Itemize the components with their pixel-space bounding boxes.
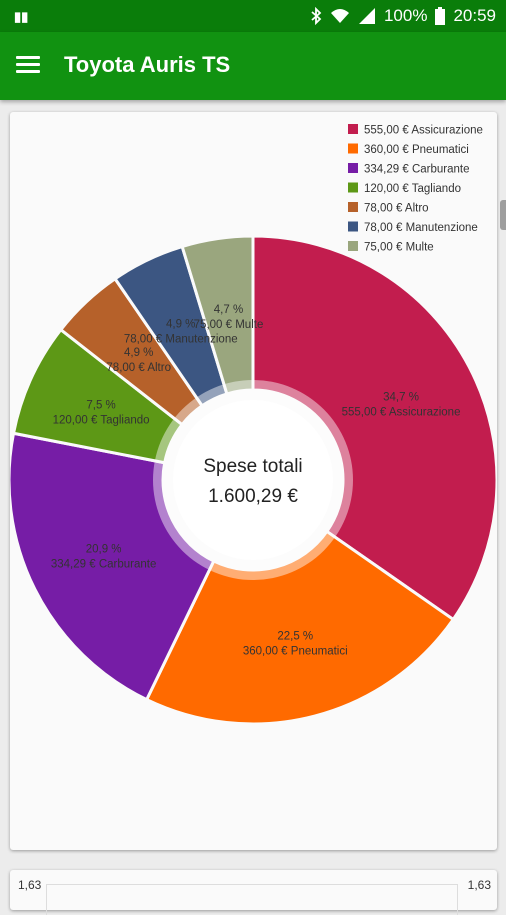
legend-entry: 75,00 € Multe	[364, 242, 434, 254]
slice-value-label: 78,00 € Manutenzione	[124, 333, 238, 345]
slice-multe[interactable]	[180, 234, 255, 396]
legend-entry: 78,00 € Manutenzione	[364, 222, 478, 234]
legend-swatch	[348, 143, 358, 154]
slice-pneumatici[interactable]	[144, 529, 456, 726]
legend-swatch	[348, 163, 358, 173]
clock: 20:59	[453, 6, 496, 25]
app-bar: Toyota Auris TS	[0, 32, 506, 100]
slice-percent-label: 4,9 %	[166, 318, 195, 330]
legend-entry: 555,00 € Assicurazione	[364, 125, 483, 137]
second-chart-card: 1,63 1,63	[10, 870, 497, 915]
slice-value-label: 78,00 € Altro	[106, 362, 171, 374]
notification-icon: ▮▮	[14, 9, 29, 24]
slice-carburante[interactable]	[10, 431, 216, 702]
legend-entry: 334,29 € Carburante	[364, 164, 470, 176]
slice-percent-label: 4,7 %	[214, 304, 243, 316]
donut-hole	[173, 400, 333, 560]
signal-icon	[358, 8, 375, 24]
battery-percent: 100%	[383, 6, 428, 25]
legend-swatch	[348, 124, 358, 134]
legend-swatch	[348, 202, 358, 212]
slice-percent-label: 20,9 %	[86, 544, 122, 556]
status-bar: ▮▮ 100% 20:59	[0, 0, 506, 32]
legend-entry: 120,00 € Tagliando	[364, 183, 461, 195]
legend-swatch	[348, 241, 358, 251]
expenses-chart-card: Spese totali 1.600,29 € 34,7 % 555,00 € Ass…	[10, 112, 497, 850]
slice-value-label: 555,00 € Assicurazione	[342, 407, 461, 419]
slice-value-label: 75,00 € Multe	[194, 319, 264, 331]
slice-percent-label: 22,5 %	[277, 631, 313, 643]
center-label-title: Spese totali	[203, 456, 302, 477]
legend-entry: 78,00 € Altro	[364, 203, 429, 215]
slice-value-label: 120,00 € Tagliando	[53, 415, 150, 427]
bluetooth-icon	[311, 7, 322, 25]
slice-value-label: 360,00 € Pneumatici	[243, 646, 348, 658]
hamburger-menu-icon[interactable]	[14, 52, 46, 80]
slice-assicurazione[interactable]	[251, 234, 497, 622]
battery-icon	[435, 7, 446, 25]
legend-swatch	[348, 182, 358, 193]
axis-value-left: 1,63	[18, 878, 42, 892]
slice-percent-label: 34,7 %	[383, 392, 419, 404]
slice-percent-label: 7,5 %	[86, 400, 115, 412]
center-label-total: 1.600,29 €	[208, 486, 298, 507]
slice-value-label: 334,29 € Carburante	[51, 559, 157, 571]
scroll-handle[interactable]	[500, 200, 506, 230]
axis-value-right: 1,63	[467, 878, 491, 892]
slice-percent-label: 4,9 %	[124, 347, 153, 359]
legend-swatch	[348, 221, 358, 232]
app-title: Toyota Auris TS	[64, 52, 231, 77]
donut-chart: Spese totali 1.600,29 € 34,7 % 555,00 € Ass…	[10, 124, 497, 726]
wifi-icon	[330, 9, 349, 23]
legend-entry: 360,00 € Pneumatici	[364, 144, 469, 156]
